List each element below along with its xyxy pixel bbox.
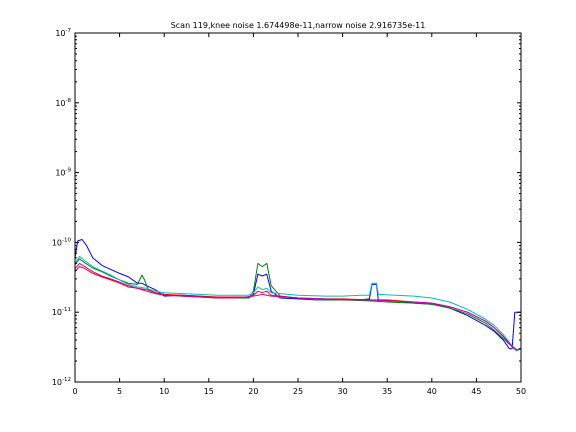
x-tick-label: 40 [427,387,437,396]
x-tick-label: 45 [471,387,481,396]
x-tick-label: 35 [382,387,392,396]
series-line [74,255,522,352]
y-tick-label: 10-11 [52,307,71,317]
x-tick-label: 50 [516,387,526,396]
x-tick-label: 15 [204,387,214,396]
x-tick-label: 25 [293,387,303,396]
x-tick-label: 0 [72,387,77,396]
y-axis: 10-12 10-11 10-10 10-9 10-8 10-7 [52,28,521,387]
y-tick-label: 10-9 [55,168,71,178]
series-layer [74,239,522,352]
x-tick-label: 10 [159,387,169,396]
x-tick-label: 30 [338,387,348,396]
x-tick-label: 20 [248,387,258,396]
x-axis: 0 5 10 15 20 25 30 35 40 45 50 [72,33,526,396]
y-tick-label: 10-10 [52,237,72,247]
series-line [74,239,521,350]
x-tick-label: 5 [117,387,122,396]
chart-title: Scan 119,knee noise 1.674498e-11,narrow … [171,21,426,30]
y-tick-label: 10-8 [55,98,71,108]
y-tick-label: 10-12 [52,377,71,387]
series-line [74,262,522,351]
series-line [74,258,522,352]
y-tick-label: 10-7 [55,28,71,38]
